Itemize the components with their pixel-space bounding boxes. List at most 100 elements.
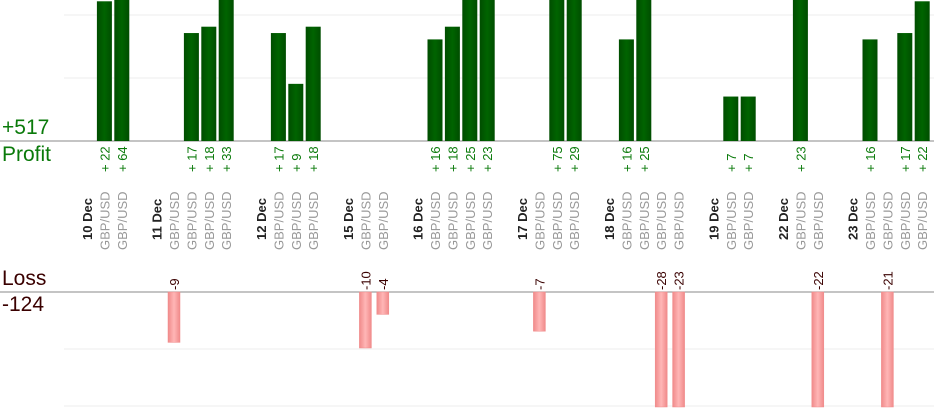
profit-bar — [914, 1, 930, 141]
pair-label: GBP/USD — [724, 191, 739, 250]
pair-label: GBP/USD — [97, 191, 112, 250]
profit-value-label: + 17 — [184, 146, 199, 172]
pair-label: GBP/USD — [445, 191, 460, 250]
loss-bar — [811, 291, 825, 408]
pair-label: GBP/USD — [463, 191, 478, 250]
profit-bar — [740, 96, 756, 141]
profit-bar — [792, 0, 808, 141]
profit-bar — [618, 39, 634, 141]
profit-bar — [218, 0, 234, 141]
loss-value-label: -9 — [167, 278, 182, 290]
profit-value-label: + 18 — [306, 146, 321, 172]
profit-bar — [566, 0, 582, 141]
date-label: 11 Dec — [150, 199, 165, 240]
pair-label: GBP/USD — [271, 191, 286, 250]
loss-bar — [654, 291, 668, 408]
profit-value-label: + 25 — [637, 146, 652, 172]
loss-bar — [881, 291, 894, 408]
loss-value-label: -22 — [811, 271, 826, 290]
pair-label: GBP/USD — [202, 191, 217, 250]
profit-bar — [114, 0, 130, 141]
loss-value-label: -4 — [376, 278, 391, 290]
profit-bar — [636, 0, 652, 141]
profit-bar — [96, 1, 112, 141]
profit-bar — [270, 33, 286, 141]
pair-label: GBP/USD — [167, 191, 182, 250]
date-label: 16 Dec — [411, 198, 426, 240]
profit-bar — [444, 26, 460, 142]
pair-label: GBP/USD — [880, 191, 895, 250]
profit-value-label: + 17 — [898, 146, 913, 172]
pair-label: GBP/USD — [741, 191, 756, 250]
profit-value-label: + 75 — [550, 146, 565, 172]
pair-label: GBP/USD — [219, 191, 234, 250]
profit-value-label: + 23 — [480, 146, 495, 172]
profit-value-label: + 64 — [115, 146, 130, 172]
profit-bar — [479, 0, 495, 141]
loss-bar — [167, 291, 181, 343]
pair-label: GBP/USD — [637, 191, 652, 250]
pair-label: GBP/USD — [654, 191, 669, 250]
profit-label: Profit — [2, 143, 52, 166]
loss-total: -124 — [2, 293, 45, 316]
loss-value-label: -10 — [358, 271, 373, 290]
pair-label: GBP/USD — [376, 191, 391, 250]
profit-bar — [201, 26, 217, 142]
profit-value-label: + 22 — [97, 146, 112, 172]
profit-value-label: + 29 — [567, 146, 582, 172]
date-label: 17 Dec — [515, 198, 530, 240]
profit-value-label: + 7 — [741, 154, 756, 172]
loss-label: Loss — [2, 267, 47, 290]
pair-label: GBP/USD — [898, 191, 913, 250]
date-label: 23 Dec — [846, 198, 861, 240]
pair-label: GBP/USD — [550, 191, 565, 250]
profit-bar — [723, 96, 739, 141]
profit-value-label: + 23 — [793, 146, 808, 172]
pair-label: GBP/USD — [672, 191, 687, 250]
loss-bar — [376, 291, 390, 315]
pair-label: GBP/USD — [532, 191, 547, 250]
pair-label: GBP/USD — [184, 191, 199, 250]
loss-value-label: -7 — [532, 278, 547, 290]
profit-value-label: + 16 — [428, 146, 443, 172]
profit-value-label: + 18 — [445, 146, 460, 172]
pair-label: GBP/USD — [863, 191, 878, 250]
profit-bar — [549, 0, 565, 141]
pair-label: GBP/USD — [289, 191, 304, 250]
profit-bar — [305, 26, 321, 142]
loss-value-label: -21 — [880, 271, 895, 290]
pair-label: GBP/USD — [358, 191, 373, 250]
profit-bar — [183, 33, 199, 141]
pair-label: GBP/USD — [480, 191, 495, 250]
loss-bar — [672, 291, 685, 408]
date-label: 19 Dec — [706, 198, 721, 240]
profit-bar — [427, 39, 443, 141]
pair-label: GBP/USD — [619, 191, 634, 250]
pair-label: GBP/USD — [115, 191, 130, 250]
date-label: 18 Dec — [602, 198, 617, 240]
profit-bar — [288, 83, 304, 141]
pair-label: GBP/USD — [811, 191, 826, 250]
profit-bar — [462, 0, 478, 141]
pair-label: GBP/USD — [428, 191, 443, 250]
pair-label: GBP/USD — [306, 191, 321, 250]
profit-value-label: + 25 — [463, 146, 478, 172]
profit-value-label: + 16 — [863, 146, 878, 172]
profit-total: +517 — [2, 116, 50, 139]
profit-value-label: + 33 — [219, 146, 234, 172]
pair-label: GBP/USD — [793, 191, 808, 250]
profit-value-label: + 9 — [289, 154, 304, 172]
pair-label: GBP/USD — [915, 191, 930, 250]
profit-value-label: + 16 — [619, 146, 634, 172]
loss-bar — [359, 291, 372, 349]
pair-label: GBP/USD — [567, 191, 582, 250]
date-label: 12 Dec — [254, 198, 269, 240]
profit-value-label: + 7 — [724, 154, 739, 172]
profit-value-label: + 17 — [271, 146, 286, 172]
profit-bar — [897, 33, 913, 141]
date-label: 15 Dec — [341, 198, 356, 240]
profit-value-label: + 22 — [915, 146, 930, 172]
profit-bar — [862, 39, 878, 141]
